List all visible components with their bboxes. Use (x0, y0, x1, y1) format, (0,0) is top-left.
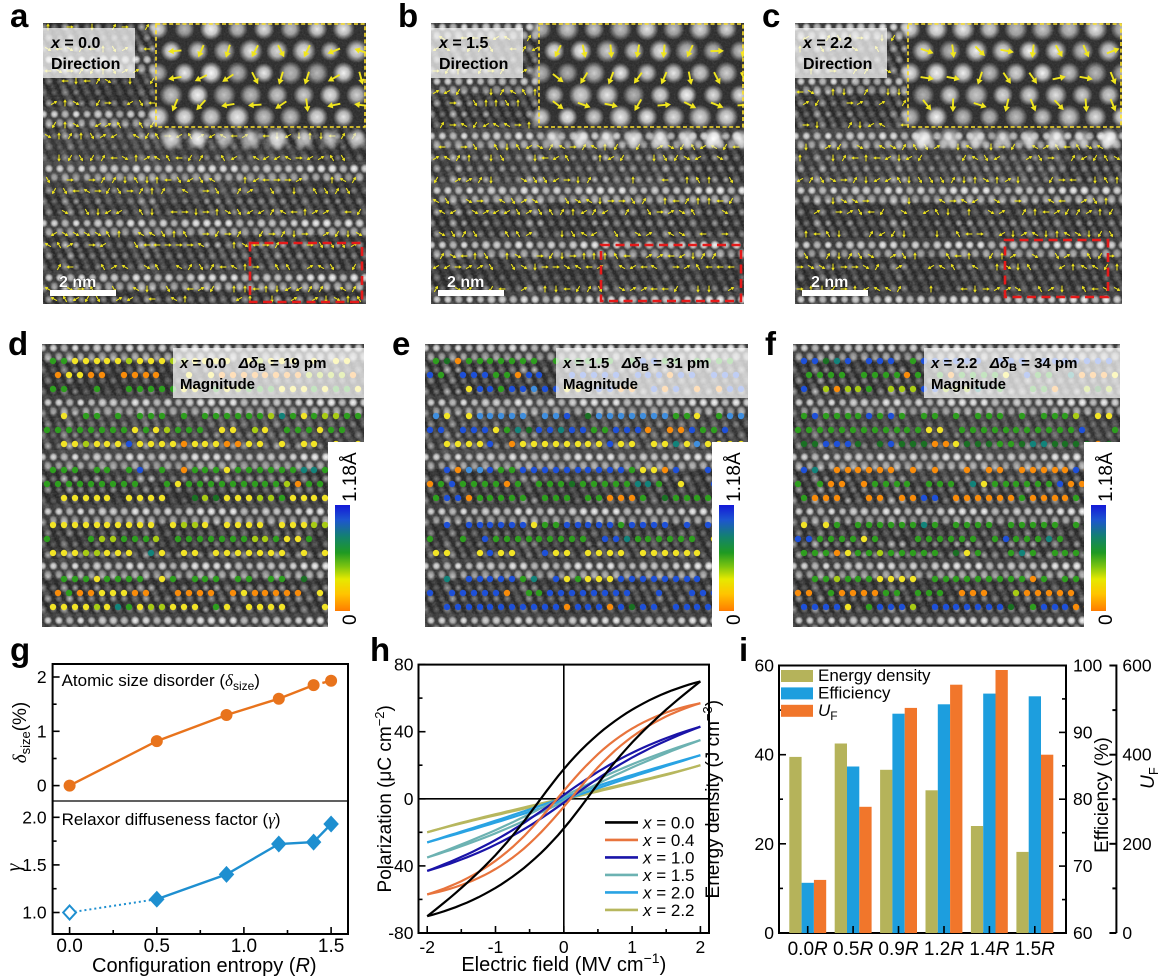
svg-text:Magnitude: Magnitude (563, 376, 638, 393)
svg-text:2.0: 2.0 (22, 807, 47, 827)
svg-text:0.5: 0.5 (144, 936, 170, 957)
svg-text:UF: UF (1138, 767, 1161, 789)
svg-text:Polarization (μC cm−2): Polarization (μC cm−2) (372, 705, 396, 892)
svg-text:2: 2 (696, 937, 706, 957)
svg-text:200: 200 (1122, 834, 1151, 854)
svg-text:x = 1.0: x = 1.0 (642, 848, 695, 867)
svg-text:δsize(%): δsize(%) (10, 702, 33, 764)
svg-text:100: 100 (1073, 656, 1102, 676)
svg-text:2 nm: 2 nm (447, 274, 484, 291)
svg-text:1.0: 1.0 (22, 903, 47, 923)
svg-text:x = 2.2 ΔδB = 34 pm: x = 2.2 ΔδB = 34 pm (930, 355, 1077, 374)
svg-text:Direction: Direction (439, 56, 508, 73)
svg-text:1.18Å: 1.18Å (340, 452, 361, 502)
svg-text:1.0: 1.0 (231, 936, 257, 957)
svg-text:80: 80 (394, 655, 414, 675)
svg-text:x = 0.0 ΔδB = 19 pm: x = 0.0 ΔδB = 19 pm (179, 355, 326, 374)
svg-text:Energy density: Energy density (818, 666, 931, 685)
svg-text:Configuration entropy (R): Configuration entropy (R) (92, 955, 317, 976)
svg-text:0: 0 (559, 937, 569, 957)
svg-text:1.5R: 1.5R (1015, 939, 1055, 960)
svg-text:UF: UF (818, 701, 838, 723)
svg-text:Magnitude: Magnitude (180, 376, 255, 393)
svg-text:0.9R: 0.9R (878, 939, 918, 960)
svg-text:1.2R: 1.2R (924, 939, 964, 960)
svg-text:γ: γ (3, 862, 25, 871)
svg-text:0: 0 (764, 923, 774, 943)
svg-text:Direction: Direction (803, 56, 872, 73)
svg-text:1.5: 1.5 (22, 855, 46, 875)
svg-text:40: 40 (755, 745, 775, 765)
svg-text:1.18Å: 1.18Å (1096, 452, 1117, 502)
svg-text:1.18Å: 1.18Å (724, 452, 745, 502)
svg-text:x = 1.5: x = 1.5 (438, 35, 488, 52)
svg-text:0: 0 (404, 789, 414, 809)
svg-text:-40: -40 (388, 856, 414, 876)
svg-text:0.0: 0.0 (56, 936, 82, 957)
svg-text:Efficiency (%): Efficiency (%) (1092, 737, 1113, 853)
svg-text:x = 1.5 ΔδB = 31 pm: x = 1.5 ΔδB = 31 pm (562, 355, 709, 374)
svg-text:60: 60 (1073, 923, 1093, 943)
svg-text:0.5R: 0.5R (833, 939, 873, 960)
svg-text:-1: -1 (488, 937, 504, 957)
svg-text:x = 0.0: x = 0.0 (50, 35, 100, 52)
svg-text:Relaxor diffuseness factor (γ): Relaxor diffuseness factor (γ) (62, 810, 281, 829)
svg-text:x = 2.2: x = 2.2 (642, 901, 695, 920)
svg-text:Direction: Direction (51, 56, 120, 73)
svg-text:1: 1 (37, 721, 47, 741)
svg-text:1: 1 (627, 937, 637, 957)
svg-text:-2: -2 (419, 937, 435, 957)
svg-text:Efficiency: Efficiency (818, 683, 891, 702)
svg-text:1.5: 1.5 (318, 936, 344, 957)
svg-text:0: 0 (1122, 923, 1132, 943)
svg-text:-80: -80 (388, 923, 414, 943)
svg-text:400: 400 (1122, 745, 1151, 765)
svg-text:x = 0.4: x = 0.4 (642, 831, 695, 850)
svg-text:80: 80 (1073, 789, 1093, 809)
svg-text:70: 70 (1073, 856, 1093, 876)
svg-text:40: 40 (394, 722, 414, 742)
svg-text:0: 0 (1096, 614, 1117, 625)
svg-text:2: 2 (37, 667, 47, 687)
svg-text:90: 90 (1073, 722, 1093, 742)
svg-text:0: 0 (724, 614, 745, 625)
svg-text:0.0R: 0.0R (788, 939, 828, 960)
svg-text:0: 0 (340, 614, 361, 625)
svg-text:20: 20 (755, 834, 775, 854)
svg-text:x = 0.0: x = 0.0 (642, 813, 695, 832)
svg-text:x = 2.0: x = 2.0 (642, 883, 695, 902)
svg-text:x = 1.5: x = 1.5 (642, 866, 695, 885)
svg-text:Atomic size disorder (δsize): Atomic size disorder (δsize) (62, 671, 260, 693)
svg-text:2 nm: 2 nm (811, 274, 848, 291)
svg-text:Magnitude: Magnitude (931, 376, 1006, 393)
svg-text:60: 60 (755, 656, 775, 676)
svg-text:1.4R: 1.4R (969, 939, 1009, 960)
svg-text:0: 0 (37, 776, 47, 796)
svg-text:x = 2.2: x = 2.2 (802, 35, 852, 52)
svg-text:Electric field (MV cm−1): Electric field (MV cm−1) (461, 950, 666, 976)
svg-text:2 nm: 2 nm (59, 274, 96, 291)
svg-text:600: 600 (1122, 656, 1151, 676)
svg-text:Energy density (J cm−3): Energy density (J cm−3) (700, 700, 724, 899)
